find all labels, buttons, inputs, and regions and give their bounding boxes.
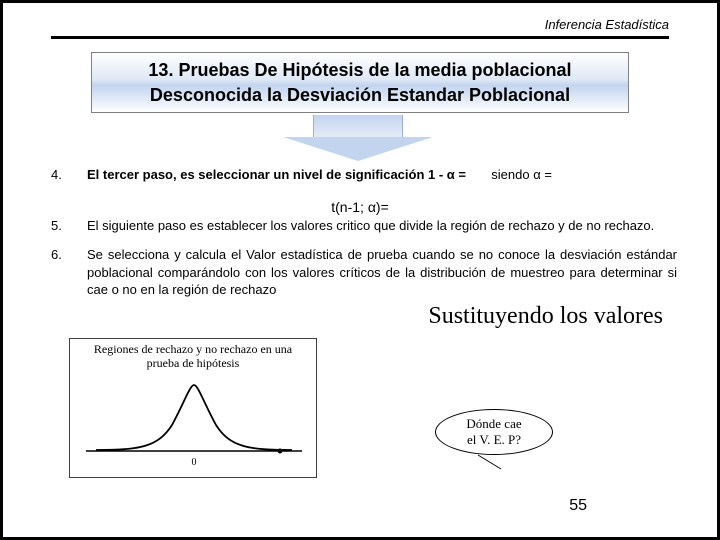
formula-t: t(n-1; α)= <box>3 199 717 215</box>
title-text: 13. Pruebas De Hipótesis de la media pob… <box>102 58 618 107</box>
step-5-text: El siguiente paso es establecer los valo… <box>87 217 677 235</box>
step-6: 6. Se selecciona y calcula el Valor esta… <box>51 246 677 299</box>
header-rule <box>51 36 669 39</box>
chart-marker-right <box>278 449 283 454</box>
step-4-text-b: siendo α = <box>491 167 552 182</box>
chart-svg: 0 <box>80 379 308 471</box>
step-4-text: El tercer paso, es seleccionar un nivel … <box>87 166 677 184</box>
callout-line1: Dónde cae <box>466 416 521 431</box>
step-6-text: Se selecciona y calcula el Valor estadís… <box>87 246 677 299</box>
step-6-num: 6. <box>51 246 62 264</box>
callout-line2: el V. E. P? <box>467 432 521 447</box>
step-4-num: 4. <box>51 166 62 184</box>
step-5-num: 5. <box>51 217 62 235</box>
rejection-region-chart: Regiones de rechazo y no rechazo en una … <box>69 338 317 478</box>
step-4: 4. El tercer paso, es seleccionar un niv… <box>51 166 677 184</box>
step-5: 5. El siguiente paso es establecer los v… <box>51 217 677 235</box>
chart-curve <box>96 385 292 450</box>
step-4-text-a: El tercer paso, es seleccionar un nivel … <box>87 167 466 182</box>
chart-axis-label: 0 <box>192 457 197 468</box>
down-arrow-icon <box>283 115 433 163</box>
page-number: 55 <box>569 497 587 515</box>
chart-title: Regiones de rechazo y no rechazo en una … <box>70 339 316 371</box>
callout-bubble: Dónde cae el V. E. P? <box>435 409 553 455</box>
substituting-text: Sustituyendo los valores <box>428 303 663 330</box>
header-label: Inferencia Estadística <box>545 17 669 32</box>
title-box: 13. Pruebas De Hipótesis de la media pob… <box>91 52 629 113</box>
callout-tail <box>473 453 513 473</box>
